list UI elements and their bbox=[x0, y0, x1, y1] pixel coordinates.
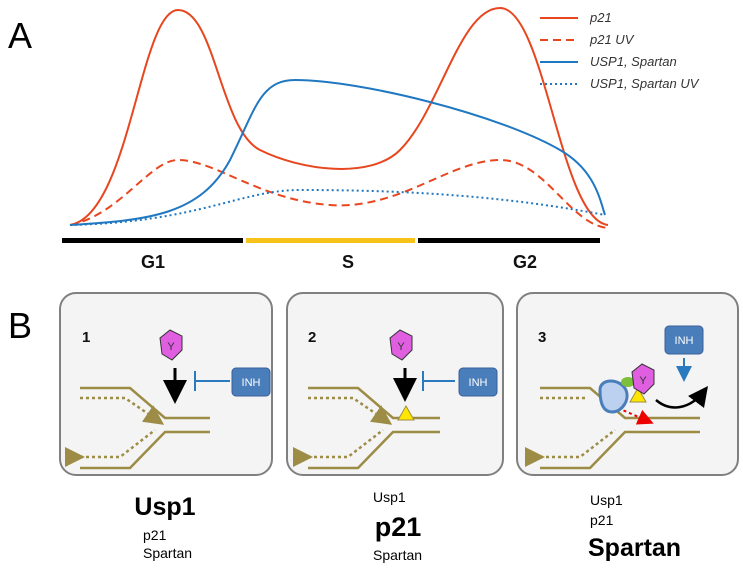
p21-triangle bbox=[397, 404, 415, 421]
protein bbox=[631, 363, 655, 395]
box-number: 3 bbox=[538, 329, 546, 346]
dna-fork bbox=[308, 386, 440, 470]
inhibitor bbox=[664, 325, 704, 355]
inhibitor-label: INH bbox=[469, 377, 488, 389]
legend: p21 p21 UV USP1, Spartan USP1, Spartan U… bbox=[540, 10, 700, 91]
legend-label: USP1, Spartan UV bbox=[590, 76, 700, 91]
label-p21: p21 bbox=[590, 512, 614, 528]
p21-triangle bbox=[629, 386, 647, 403]
label-p21: p21 bbox=[143, 527, 167, 543]
inhibition bbox=[194, 371, 230, 391]
panel-label: A bbox=[8, 15, 32, 56]
label-spartan: Spartan bbox=[143, 545, 192, 561]
phase-label: G2 bbox=[513, 252, 537, 272]
dna-strand bbox=[80, 396, 165, 425]
dna-strand bbox=[525, 429, 616, 467]
phase-label: G1 bbox=[141, 252, 165, 272]
curve-p21-uv bbox=[69, 158, 609, 229]
label-spartan: Spartan bbox=[373, 547, 422, 563]
label-usp1: Usp1 bbox=[590, 492, 623, 508]
legend-label: USP1, Spartan bbox=[590, 54, 677, 69]
dna-strand bbox=[293, 429, 384, 467]
inhibitor-label: INH bbox=[242, 377, 261, 389]
inhibitor bbox=[231, 367, 271, 397]
box-number: 2 bbox=[308, 329, 316, 346]
release-arrow bbox=[655, 386, 709, 409]
inhibition bbox=[422, 371, 455, 391]
box-number: 1 bbox=[82, 329, 90, 346]
label-usp1: Usp1 bbox=[373, 489, 406, 505]
panel-label: B bbox=[8, 305, 32, 346]
ubiquitin bbox=[621, 377, 635, 387]
curves bbox=[69, 6, 609, 229]
phase-bar bbox=[246, 238, 415, 243]
phase-bar bbox=[418, 238, 600, 243]
dna-fork bbox=[80, 386, 210, 470]
protein-symbol: Y bbox=[167, 341, 175, 353]
legend-label: p21 UV bbox=[589, 32, 635, 47]
protein-symbol: Y bbox=[639, 375, 647, 387]
curve-usp1-uv bbox=[69, 188, 606, 226]
dna-strand bbox=[65, 429, 156, 467]
curve-p21 bbox=[69, 6, 609, 226]
inhibitor-label: INH bbox=[675, 335, 694, 347]
usp1-ring bbox=[598, 379, 629, 414]
label-p21: p21 bbox=[375, 512, 422, 542]
curve-usp1 bbox=[69, 78, 606, 226]
phase-bar bbox=[62, 238, 243, 243]
inhibitor bbox=[458, 367, 498, 397]
label-usp1: Usp1 bbox=[134, 493, 195, 521]
phase-label: S bbox=[342, 252, 354, 272]
protein bbox=[389, 329, 413, 361]
protein-symbol: Y bbox=[397, 341, 405, 353]
protein bbox=[159, 329, 183, 361]
dna-strand bbox=[308, 396, 393, 425]
legend-label: p21 bbox=[589, 10, 612, 25]
label-spartan: Spartan bbox=[588, 534, 681, 562]
